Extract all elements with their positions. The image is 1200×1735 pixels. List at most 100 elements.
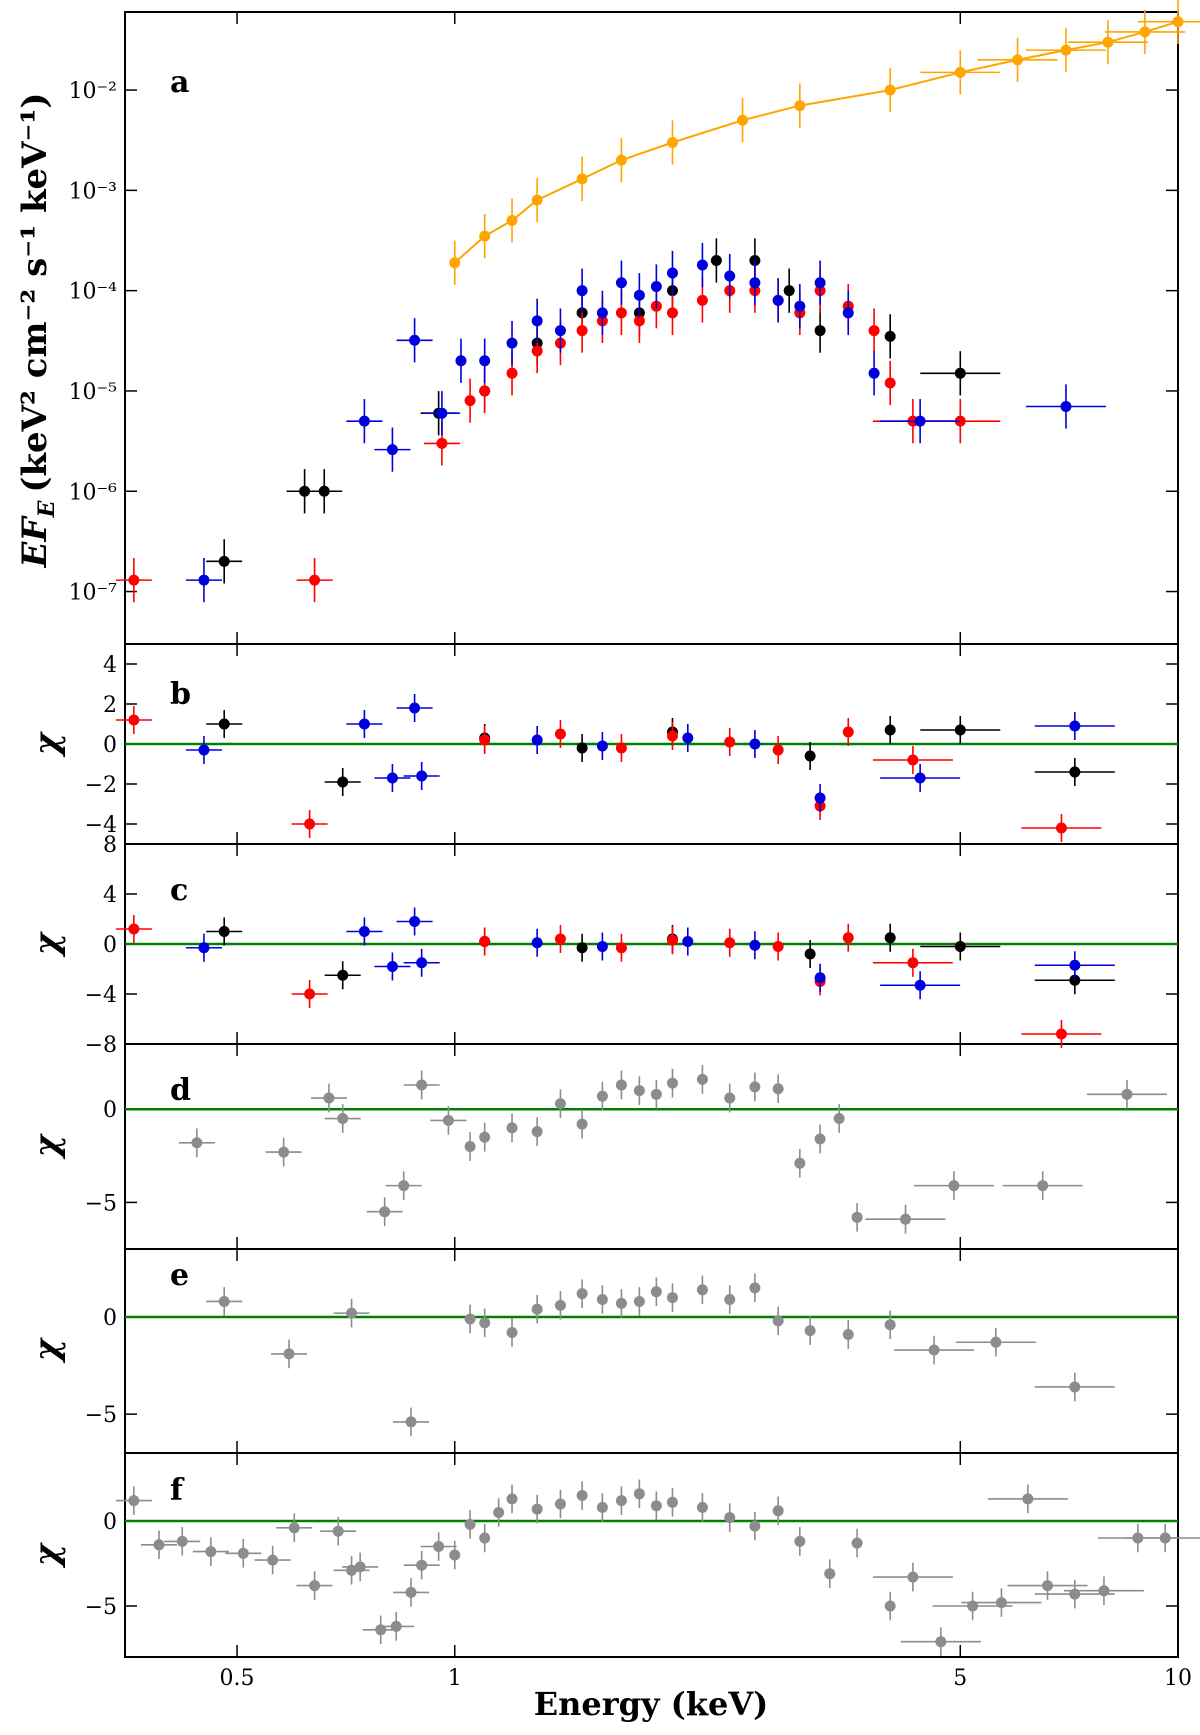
panel-f-frame [124, 1452, 1179, 1658]
panel-c-black-point [337, 969, 349, 981]
panel-b-blue-point [749, 738, 761, 750]
panel-a-blue-point [794, 300, 806, 312]
panel-f-gray-point [596, 1501, 608, 1513]
panel-b-ytick-label: 2 [103, 693, 117, 718]
panel-d-gray-point [1037, 1180, 1049, 1192]
panel-a-red-point [506, 367, 518, 379]
panel-f-gray-point [995, 1597, 1007, 1609]
panel-f-gray-point [1022, 1493, 1034, 1505]
panel-b-red-point [304, 818, 316, 830]
panel-f-gray-point [615, 1495, 627, 1507]
panel-f-gray-point [650, 1500, 662, 1512]
panel-b-black-point [218, 718, 230, 730]
panel-b-black-point [954, 724, 966, 736]
panel-a-red-point [615, 307, 627, 319]
panel-f-gray-point [666, 1496, 678, 1508]
panel-c-blue-point [814, 972, 826, 984]
panel-a-red-point [666, 307, 678, 319]
panel-f-gray-point [354, 1561, 366, 1573]
panel-b-black-point [337, 776, 349, 788]
panel-f-gray-point [288, 1522, 300, 1534]
panel-a-red-point [633, 315, 645, 327]
panel-d-gray-point [794, 1157, 806, 1169]
panel-c-blue-point [749, 939, 761, 951]
panel-c-blue-point [531, 937, 543, 949]
panel-d-gray-point [749, 1081, 761, 1093]
panel-e-gray-point [596, 1294, 608, 1306]
panel-a-ytick-label: 10⁻² [69, 79, 117, 104]
panel-a-ytick-label: 10⁻⁵ [69, 380, 117, 405]
panel-f-gray-point [554, 1498, 566, 1510]
panel-f-gray-point [1098, 1585, 1110, 1597]
panel-e-gray-point [772, 1315, 784, 1327]
panel-d-gray-point [337, 1113, 349, 1125]
panel-d-gray-point [814, 1133, 826, 1145]
panel-f-ytick-label: −5 [85, 1595, 117, 1620]
panel-e-gray-point [650, 1286, 662, 1298]
panel-a-red-point [464, 395, 476, 407]
panel-b-blue-point [409, 702, 421, 714]
panel-c-black-point [576, 942, 588, 954]
panel-a-ytick-label: 10⁻⁷ [69, 581, 118, 606]
panel-a-red-point [696, 294, 708, 306]
panel-e-gray-point [804, 1325, 816, 1337]
panel-a-blue-point [666, 267, 678, 279]
panel-f-gray-point [416, 1559, 428, 1571]
panel-a-red-point [128, 574, 140, 586]
panel-a-ytick-label: 10⁻⁶ [69, 480, 118, 505]
panel-e-gray-point [218, 1295, 230, 1307]
panel-b-blue-point [386, 772, 398, 784]
panel-a-red-point [531, 345, 543, 357]
panel-a-black-point [814, 325, 826, 337]
panel-a-red-point [954, 415, 966, 427]
panel-e-ytick-label: −5 [85, 1403, 117, 1428]
panel-c-red-point [554, 933, 566, 945]
panel-b-ytick-label: 4 [103, 653, 117, 678]
panel-d-gray-point [615, 1079, 627, 1091]
panel-c-blue-point [358, 926, 370, 937]
panel-a-blue-point [596, 307, 608, 319]
panel-a-blue-point [531, 315, 543, 327]
panel-a-red-point [868, 325, 880, 337]
panel-a-black-point [884, 330, 896, 342]
panel-d-gray-point [772, 1083, 784, 1095]
panel-a-red-point [576, 325, 588, 337]
panel-c-black-point [954, 941, 966, 952]
panel-b-black-point [1069, 766, 1081, 778]
panel-d-gray-point [442, 1114, 454, 1126]
panel-e-gray-point [346, 1307, 358, 1319]
panel-b-red-point [666, 730, 678, 742]
panel-a-black-point [710, 254, 722, 266]
panel-f-gray-point [794, 1535, 806, 1547]
panel-a-frame [124, 11, 1179, 645]
panel-a-blue-point [868, 367, 880, 379]
panel-f-ylabel: χ [27, 1541, 67, 1568]
panel-a-red-point [884, 377, 896, 389]
panel-e-gray-point [884, 1319, 896, 1331]
panel-d-gray-point [696, 1073, 708, 1085]
panel-b-blue-point [358, 718, 370, 730]
panel-e-gray-point [724, 1294, 736, 1306]
panel-c-blue-point [1069, 959, 1081, 971]
x-axis-label: Energy (keV) [534, 1685, 769, 1723]
panel-a-orange-model [454, 20, 1179, 264]
panel-d-gray-point [278, 1146, 290, 1158]
panel-a-blue-point [633, 289, 645, 301]
panel-a-blue-point [615, 277, 627, 289]
panel-d-gray-point [851, 1211, 863, 1223]
panel-e-ylabel: χ [27, 1336, 67, 1363]
panel-c-blue-point [596, 941, 608, 952]
panel-b-red-point [907, 754, 919, 766]
panel-f-gray-point [128, 1495, 140, 1507]
panel-b-red-point [554, 728, 566, 740]
panel-f-gray-point [405, 1586, 417, 1598]
panel-b-ytick-label: 0 [103, 733, 117, 758]
panel-c-red-point [907, 957, 919, 969]
panel-a-label: a [170, 65, 189, 100]
panel-f-gray-point [433, 1541, 445, 1552]
panel-a-blue-point [576, 285, 588, 297]
panel-c-red-point [666, 934, 678, 946]
panel-c-ytick-label: 8 [103, 833, 117, 858]
panel-b-red-point [1055, 822, 1067, 834]
panel-e-gray-point [666, 1292, 678, 1304]
